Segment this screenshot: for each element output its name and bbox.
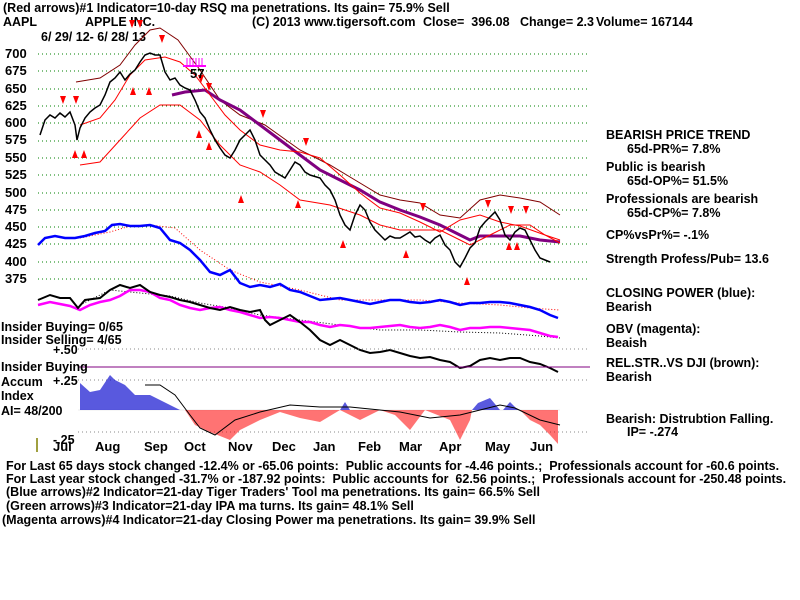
closing-power-line [37,222,559,320]
obv-value: Beaish [606,336,647,350]
footer-indicator-3: (Green arrows)#3 Indicator=21-day IPA ma… [6,499,414,513]
x-label-apr: Apr [439,439,462,454]
pr-value: 65d-PR%= 7.8% [627,142,721,156]
svg-text:475: 475 [5,202,27,217]
svg-text:575: 575 [5,132,27,147]
ai-plus50-label: +.50 [53,343,78,357]
relstr-title: REL.STR..VS DJI (brown): [606,356,760,370]
svg-text:425: 425 [5,236,27,251]
ai-minus25-label: -.25 [53,433,75,447]
x-label-sep: Sep [144,439,168,454]
obv-title: OBV (magenta): [606,322,701,336]
x-label-aug: Aug [95,439,121,454]
x-label-may: May [485,439,511,454]
x-label-jul: Jul [53,439,72,454]
accum-label: Accum [1,375,43,389]
svg-text:625: 625 [5,98,27,113]
copyright: (C) 2013 www.tigersoft.com [252,15,416,29]
ticker-symbol: AAPL [3,15,38,29]
magenta-arrows [183,58,206,67]
company-name: APPLE INC. [85,15,156,29]
trend-title: BEARISH PRICE TREND [606,128,751,142]
indicator-1-summary: (Red arrows)#1 Indicator=10-day RSQ ma p… [3,1,450,15]
public-title: Public is bearish [606,160,706,174]
strength-ratio: Strength Profess/Pub= 13.6 [606,252,769,266]
svg-text:675: 675 [5,63,27,78]
accum-negative-area [185,410,472,440]
upper-band [75,27,561,219]
ai-plus25-label: +.25 [53,374,78,388]
close-value: Close= 396.08 [423,15,510,29]
relstr-line [37,283,559,373]
index-label: Index [1,389,34,403]
ai-value: AI= 48/200 [1,404,63,418]
svg-text:550: 550 [5,150,27,165]
accum-ma [145,384,561,436]
svg-text:650: 650 [5,81,27,96]
accum-negative-area-late [520,410,558,444]
accum-positive-area-late [340,398,518,410]
insider-buying-line-label: Insider Buying [1,360,88,374]
svg-text:400: 400 [5,254,27,269]
red-arrows-down [60,20,529,214]
footer-indicator-4: (Magenta arrows)#4 Indicator=21-day Clos… [2,513,536,527]
footer-year-summary: For Last year stock changed -31.7% or -1… [6,472,787,486]
footer-indicator-2: (Blue arrows)#2 Indicator=21-day Tiger T… [6,485,540,499]
svg-text:500: 500 [5,185,27,200]
svg-text:700: 700 [5,46,27,61]
op-value: 65d-OP%= 51.5% [627,174,729,188]
ip-value: IP= -.274 [627,425,679,439]
purple-moving-average [171,88,561,244]
closing-power-ma [79,224,561,311]
date-range: 6/ 29/ 12- 6/ 28/ 13 [41,30,146,44]
red-arrows-up [72,87,520,285]
x-label-dec: Dec [272,439,296,454]
svg-text:600: 600 [5,115,27,130]
insider-selling-count: Insider Selling= 4/65 [1,333,122,347]
arrow-count-label: 57 [190,66,204,81]
price-bars [39,52,551,269]
closing-power-title: CLOSING POWER (blue): [606,286,756,300]
change-value: Change= 2.3 [520,15,594,29]
ai-status: Bearish: Distrubtion Falling. [606,412,774,426]
x-label-jan: Jan [313,439,336,454]
closing-power-value: Bearish [606,300,652,314]
x-label-oct: Oct [184,439,206,454]
svg-text:450: 450 [5,219,27,234]
price-gridlines [38,53,590,280]
volume-value: Volume= 167144 [596,15,693,29]
accum-gridlines [78,348,590,433]
x-label-mar: Mar [399,439,423,454]
cp-vs-pr: CP%vsPr%= -.1% [606,228,710,242]
insider-buying-count: Insider Buying= 0/65 [1,320,123,334]
accum-positive-area [80,375,180,410]
footer-65day-summary: For Last 65 days stock changed -12.4% or… [6,459,780,473]
x-label-nov: Nov [228,439,253,454]
cp-value: 65d-CP%= 7.8% [627,206,721,220]
professionals-title: Professionals are bearish [606,192,759,206]
svg-text:375: 375 [5,271,27,286]
lower-band [79,104,561,246]
relstr-value: Bearish [606,370,652,384]
x-label-jun: Jun [530,439,554,454]
x-label-feb: Feb [358,439,382,454]
svg-text:525: 525 [5,167,27,182]
obv-ma [79,289,561,339]
middle-band [79,56,561,241]
